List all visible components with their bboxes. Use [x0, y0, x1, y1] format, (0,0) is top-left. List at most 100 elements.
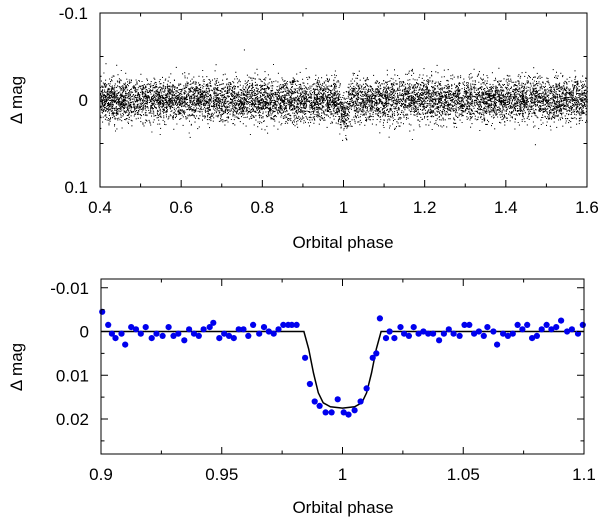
bottom-data-point — [382, 335, 390, 342]
bottom-data-point — [538, 326, 545, 333]
bottom-data-point — [369, 354, 376, 361]
bottom-data-point — [142, 324, 149, 331]
bottom-data-point — [112, 335, 119, 342]
bottom-data-point — [357, 398, 364, 405]
bottom-data-point — [195, 332, 202, 339]
bottom-xtick-label: 1.1 — [572, 465, 596, 484]
bottom-data-point — [256, 330, 263, 337]
bottom-data-point — [322, 409, 329, 416]
top-ylabel: Δ mag — [7, 76, 26, 124]
bottom-data-point — [302, 354, 309, 361]
bottom-data-point — [148, 335, 155, 342]
bottom-data-point — [420, 328, 427, 335]
bottom-data-point — [579, 321, 586, 328]
bottom-data-point — [293, 321, 300, 328]
bottom-axis-ticks: 0.9 0.95 1 1.05 1.1 -0.01 0 0.01 0.02 — [50, 279, 596, 484]
bottom-data-point — [425, 330, 432, 337]
bottom-data-point — [245, 332, 252, 339]
bottom-data-point — [401, 330, 408, 337]
top-xtick-label: 1.2 — [413, 198, 437, 217]
bottom-data-point — [221, 330, 228, 337]
top-plot-frame — [99, 12, 588, 188]
bottom-xtick-label: 0.9 — [89, 465, 113, 484]
bottom-data-point — [190, 330, 198, 337]
bottom-data-point — [250, 321, 257, 328]
bottom-data-point — [533, 332, 541, 339]
bottom-data-point — [484, 324, 491, 331]
bottom-data-point — [405, 332, 412, 339]
bottom-ytick-label: -0.01 — [50, 279, 89, 298]
bottom-data-point — [568, 326, 576, 333]
bottom-data-point — [376, 315, 383, 322]
top-axis-ticks: 0.4 0.6 0.8 1 1.2 1.4 1.6 -0.1 0 0.1 — [59, 4, 599, 217]
bottom-data-point — [450, 330, 457, 337]
bottom-data-point — [118, 330, 125, 337]
bottom-data-point — [105, 321, 112, 328]
bottom-data-point — [466, 321, 473, 328]
bottom-data-point — [316, 402, 323, 409]
bottom-data-point — [288, 321, 295, 328]
bottom-data-point — [340, 409, 347, 416]
bottom-data-point — [132, 326, 140, 333]
bottom-data-point — [494, 341, 501, 348]
bottom-data-point — [280, 321, 287, 328]
bottom-data-point — [430, 330, 437, 337]
top-xtick-label: 1.4 — [494, 198, 518, 217]
bottom-model-curve — [101, 330, 584, 409]
bottom-data-point — [456, 332, 463, 339]
bottom-chart: 0.9 0.95 1 1.05 1.1 -0.01 0 0.01 0.02 Orbital ph… — [7, 278, 596, 517]
bottom-data-point — [128, 324, 135, 331]
bottom-data-point — [311, 398, 318, 405]
top-ytick-label: 0 — [79, 91, 88, 110]
top-ytick-label: -0.1 — [59, 4, 88, 23]
bottom-data-point — [137, 330, 144, 337]
bottom-data-point — [306, 380, 313, 388]
bottom-data-point — [206, 324, 213, 331]
top-scatter-cloud — [100, 49, 588, 146]
bottom-data-point — [230, 335, 237, 342]
bottom-xtick-label: 0.95 — [205, 465, 238, 484]
bottom-data-point — [490, 328, 497, 335]
bottom-data-point — [334, 396, 341, 403]
bottom-data-point — [265, 328, 272, 335]
bottom-data-point — [564, 328, 571, 335]
bottom-data-point — [108, 330, 115, 337]
bottom-data-point — [386, 328, 393, 335]
bottom-data-point — [524, 321, 531, 328]
bottom-data-point — [210, 319, 217, 326]
bottom-xtick-label: 1.05 — [447, 465, 480, 484]
bottom-data-point — [445, 326, 452, 333]
bottom-ytick-label: 0 — [80, 323, 89, 342]
bottom-data-point — [415, 330, 422, 337]
bottom-data-point — [363, 385, 370, 392]
bottom-ytick-label: 0.01 — [56, 366, 89, 385]
top-xtick-label: 0.6 — [169, 198, 193, 217]
bottom-data-point — [514, 321, 521, 328]
bottom-ytick-label: 0.02 — [56, 410, 89, 429]
bottom-plot-frame — [100, 278, 585, 455]
bottom-data-point — [397, 324, 404, 331]
bottom-data-point — [475, 328, 482, 335]
bottom-data-point — [519, 326, 526, 333]
bottom-data-point — [175, 330, 182, 337]
bottom-data-point — [186, 326, 193, 333]
bottom-data-point — [345, 411, 352, 418]
bottom-data-point — [275, 326, 282, 333]
bottom-data-point — [270, 330, 277, 337]
top-scatter-points — [100, 49, 588, 146]
bottom-data-point — [181, 337, 188, 344]
top-xtick-label: 1.6 — [575, 198, 599, 217]
bottom-data-point — [240, 326, 247, 333]
bottom-data-point — [200, 326, 207, 333]
bottom-data-point — [216, 335, 223, 342]
bottom-data-point — [373, 350, 380, 357]
bottom-data-point — [500, 330, 507, 337]
bottom-data-point — [328, 409, 335, 416]
bottom-data-point — [410, 324, 417, 331]
bottom-data-point — [553, 324, 560, 331]
bottom-data-point — [558, 317, 565, 324]
bottom-data-point — [153, 330, 160, 337]
bottom-data-point — [122, 341, 129, 348]
bottom-data-point — [391, 335, 398, 342]
